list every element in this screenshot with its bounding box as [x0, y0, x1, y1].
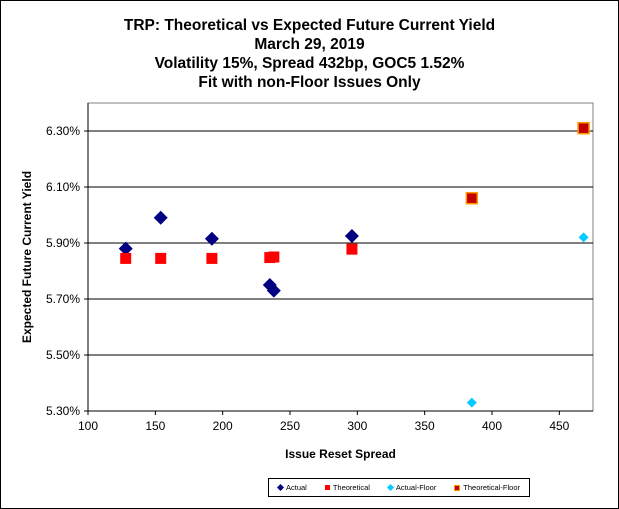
- legend-label: Theoretical: [332, 483, 370, 492]
- y-axis-title: Expected Future Current Yield: [20, 171, 34, 343]
- plot-area: [87, 102, 594, 412]
- legend-item-theoretical-floor: Theoretical-Floor: [454, 483, 520, 492]
- axes: [84, 103, 593, 415]
- square-icon: [324, 485, 330, 490]
- x-tick-label: 350: [415, 419, 435, 433]
- data-point-diamond: [118, 241, 133, 256]
- data-point-square: [268, 251, 280, 263]
- y-tick-label: 6.30%: [46, 124, 80, 138]
- x-tick-label: 200: [213, 419, 233, 433]
- data-markers: [118, 121, 590, 408]
- y-tick-label: 6.10%: [46, 180, 80, 194]
- square-icon: [454, 484, 461, 491]
- data-point-diamond: [578, 232, 589, 243]
- data-point-diamond: [466, 397, 477, 408]
- data-point-square: [206, 252, 218, 264]
- data-point-diamond: [344, 229, 359, 243]
- tick-labels: 5.30% 5.50% 5.70% 5.90% 6.10% 6.30% 100 150 200 2…: [46, 124, 570, 433]
- data-point-diamond: [266, 283, 281, 298]
- data-point-diamond: [153, 210, 168, 225]
- series-theoretical: [120, 243, 358, 264]
- x-tick-label: 400: [482, 419, 502, 433]
- title-line-2: March 29, 2019: [254, 36, 365, 53]
- data-point-square: [155, 252, 167, 264]
- title-line-1: TRP: Theoretical vs Expected Future Curr…: [123, 17, 496, 34]
- y-tick-label: 5.50%: [46, 348, 80, 362]
- data-point-square: [120, 252, 132, 264]
- x-tick-label: 150: [145, 419, 165, 433]
- x-tick-label: 300: [347, 419, 367, 433]
- y-tick-label: 5.90%: [46, 236, 80, 250]
- series-theoretical-floor: [465, 121, 590, 205]
- title-line-3: Volatility 15%, Spread 432bp, GOC5 1.52%: [154, 55, 465, 72]
- legend-item-actual: Actual: [276, 483, 307, 492]
- legend-item-theoretical: Theoretical: [324, 483, 370, 492]
- chart-title: TRP: Theoretical vs Expected Future Curr…: [0, 16, 619, 92]
- x-tick-label: 450: [549, 419, 569, 433]
- y-tick-label: 5.30%: [46, 404, 80, 418]
- data-point-diamond: [204, 231, 219, 246]
- title-line-4: Fit with non-Floor Issues Only: [198, 74, 421, 91]
- legend: Actual Theoretical Actual-Floor Theoreti…: [268, 478, 530, 497]
- legend-item-actual-floor: Actual-Floor: [386, 483, 437, 492]
- y-tick-label: 5.70%: [46, 292, 80, 306]
- data-point-square: [346, 243, 358, 255]
- series-actual: [118, 210, 359, 298]
- x-tick-label: 250: [280, 419, 300, 433]
- diamond-icon: [276, 483, 285, 492]
- data-point-square: [577, 121, 590, 135]
- series-actual-floor: [466, 232, 589, 408]
- x-axis-title: Issue Reset Spread: [285, 447, 396, 461]
- x-tick-label: 100: [78, 419, 98, 433]
- legend-label: Theoretical-Floor: [463, 483, 520, 492]
- diamond-icon: [386, 483, 394, 492]
- data-point-square: [465, 191, 479, 205]
- legend-label: Actual-Floor: [395, 483, 437, 492]
- legend-label: Actual: [285, 483, 307, 492]
